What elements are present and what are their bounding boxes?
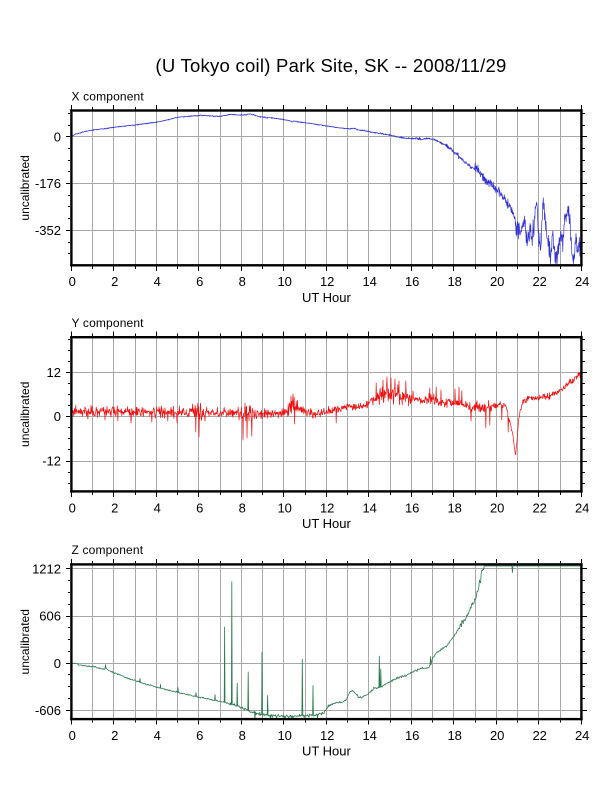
svg-text:22: 22 <box>532 728 546 743</box>
svg-text:(U Tokyo coil) Park Site, SK -: (U Tokyo coil) Park Site, SK -- 2008/11/… <box>155 55 506 76</box>
svg-text:16: 16 <box>405 274 419 289</box>
svg-text:10: 10 <box>277 728 291 743</box>
svg-text:18: 18 <box>447 274 461 289</box>
svg-text:1212: 1212 <box>32 562 61 577</box>
svg-text:4: 4 <box>154 500 161 515</box>
svg-text:uncalibrated: uncalibrated <box>18 155 32 220</box>
svg-text:6: 6 <box>196 274 203 289</box>
svg-text:8: 8 <box>239 500 246 515</box>
svg-text:24: 24 <box>575 274 589 289</box>
svg-text:20: 20 <box>490 500 504 515</box>
svg-text:20: 20 <box>490 728 504 743</box>
svg-text:4: 4 <box>154 728 161 743</box>
svg-text:12: 12 <box>320 274 334 289</box>
svg-text:-12: -12 <box>42 454 61 469</box>
svg-text:10: 10 <box>277 500 291 515</box>
svg-text:UT Hour: UT Hour <box>302 290 352 305</box>
svg-text:10: 10 <box>277 274 291 289</box>
svg-text:16: 16 <box>405 728 419 743</box>
svg-text:UT Hour: UT Hour <box>302 516 352 531</box>
svg-text:2: 2 <box>111 728 118 743</box>
svg-text:14: 14 <box>362 500 376 515</box>
svg-text:18: 18 <box>447 728 461 743</box>
svg-text:Y component: Y component <box>72 316 145 330</box>
svg-text:16: 16 <box>405 500 419 515</box>
svg-text:0: 0 <box>54 409 61 424</box>
svg-text:12: 12 <box>320 728 334 743</box>
svg-text:0: 0 <box>54 129 61 144</box>
svg-text:0: 0 <box>69 500 76 515</box>
svg-text:6: 6 <box>196 500 203 515</box>
svg-text:24: 24 <box>575 728 589 743</box>
svg-text:14: 14 <box>362 274 376 289</box>
svg-text:12: 12 <box>47 365 61 380</box>
svg-text:Z component: Z component <box>72 543 144 557</box>
svg-text:12: 12 <box>320 500 334 515</box>
svg-text:0: 0 <box>69 728 76 743</box>
svg-text:6: 6 <box>196 728 203 743</box>
svg-text:-352: -352 <box>35 223 61 238</box>
svg-text:-606: -606 <box>35 703 61 718</box>
svg-text:uncalibrated: uncalibrated <box>18 382 32 447</box>
svg-text:uncalibrated: uncalibrated <box>18 609 32 674</box>
svg-text:8: 8 <box>239 274 246 289</box>
svg-text:24: 24 <box>575 500 589 515</box>
svg-text:14: 14 <box>362 728 376 743</box>
svg-text:X component: X component <box>72 89 145 103</box>
svg-text:UT Hour: UT Hour <box>302 744 352 759</box>
svg-text:-176: -176 <box>35 176 61 191</box>
svg-text:22: 22 <box>532 500 546 515</box>
svg-text:2: 2 <box>111 500 118 515</box>
svg-text:2: 2 <box>111 274 118 289</box>
svg-text:4: 4 <box>154 274 161 289</box>
svg-text:20: 20 <box>490 274 504 289</box>
svg-text:22: 22 <box>532 274 546 289</box>
svg-text:0: 0 <box>69 274 76 289</box>
svg-text:8: 8 <box>239 728 246 743</box>
svg-text:0: 0 <box>54 656 61 671</box>
svg-text:606: 606 <box>39 609 61 624</box>
svg-text:18: 18 <box>447 500 461 515</box>
